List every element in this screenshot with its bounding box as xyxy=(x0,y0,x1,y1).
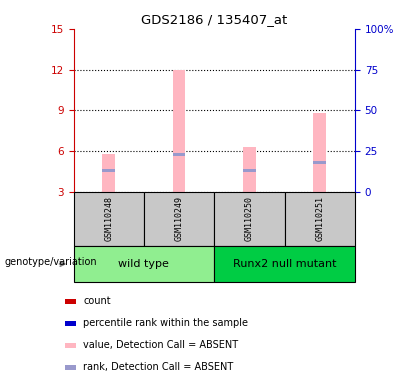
Bar xyxy=(214,246,355,282)
Text: wild type: wild type xyxy=(118,259,169,269)
Bar xyxy=(144,192,214,246)
Bar xyxy=(74,246,214,282)
Bar xyxy=(102,169,115,172)
Bar xyxy=(285,192,355,246)
Text: value, Detection Call = ABSENT: value, Detection Call = ABSENT xyxy=(83,340,239,351)
Text: rank, Detection Call = ABSENT: rank, Detection Call = ABSENT xyxy=(83,362,234,372)
Bar xyxy=(65,299,76,304)
Text: GSM110251: GSM110251 xyxy=(315,196,324,242)
Bar xyxy=(313,161,326,164)
Bar xyxy=(173,153,185,156)
Bar xyxy=(243,169,256,172)
Bar xyxy=(313,113,326,192)
Text: percentile rank within the sample: percentile rank within the sample xyxy=(83,318,248,328)
Text: genotype/variation: genotype/variation xyxy=(4,257,97,267)
Bar xyxy=(65,343,76,348)
Bar xyxy=(102,154,115,192)
Text: Runx2 null mutant: Runx2 null mutant xyxy=(233,259,336,269)
Bar xyxy=(65,321,76,326)
Text: GSM110249: GSM110249 xyxy=(175,196,184,242)
Text: GSM110248: GSM110248 xyxy=(104,196,113,242)
Bar xyxy=(74,192,144,246)
Bar xyxy=(214,192,285,246)
Text: GSM110250: GSM110250 xyxy=(245,196,254,242)
Bar xyxy=(243,147,256,192)
Text: count: count xyxy=(83,296,111,306)
Bar xyxy=(173,70,185,192)
Bar xyxy=(65,365,76,370)
Title: GDS2186 / 135407_at: GDS2186 / 135407_at xyxy=(141,13,287,26)
